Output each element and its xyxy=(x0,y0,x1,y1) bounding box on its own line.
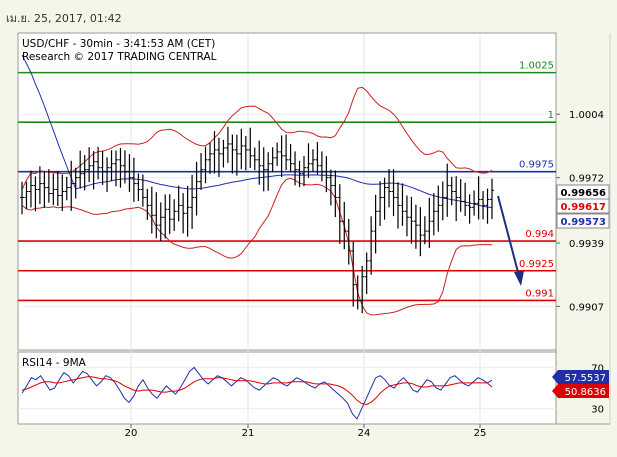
rsi-ma-line xyxy=(21,376,493,406)
header-date: เม.ย. 25, 2017, 01:42 xyxy=(6,12,122,25)
x-tick-label: 25 xyxy=(474,428,487,439)
level-label: 1 xyxy=(548,110,554,121)
chart-subtitle: Research © 2017 TRADING CENTRAL xyxy=(22,51,217,63)
rsi-badge xyxy=(552,384,609,398)
rsi-title: RSI14 - 9MA xyxy=(22,357,87,369)
rsi-line xyxy=(21,366,493,420)
y-tick-label: 1.0004 xyxy=(569,110,604,121)
price-badge-label: 0.99656 xyxy=(560,188,606,199)
level-label: 0.9975 xyxy=(519,160,554,171)
x-tick-label: 24 xyxy=(358,428,371,439)
rsi-tick-label: 30 xyxy=(591,405,604,416)
rsi-badge-label: 57.5537 xyxy=(565,373,606,384)
chart-title: USD/CHF - 30min - 3:41:53 AM (CET) xyxy=(22,38,215,50)
rsi-panel xyxy=(17,351,557,425)
main-panel xyxy=(17,32,557,351)
y-tick-label: 0.9972 xyxy=(569,174,604,185)
y-tick-label: 0.9939 xyxy=(569,239,604,250)
rsi-badge xyxy=(552,370,609,384)
level-label: 0.991 xyxy=(525,288,554,299)
level-label: 0.994 xyxy=(525,229,554,240)
price-badge xyxy=(556,213,610,229)
price-badge xyxy=(556,198,610,214)
level-label: 1.0025 xyxy=(519,61,554,72)
y-tick-label: 0.9907 xyxy=(569,302,604,313)
x-tick-label: 20 xyxy=(125,428,138,439)
price-badge-label: 0.99617 xyxy=(560,202,606,213)
price-badge-label: 0.99573 xyxy=(560,217,606,228)
lower-band xyxy=(21,177,493,316)
moving-average xyxy=(21,54,493,209)
rsi-tick-label: 70 xyxy=(591,363,604,374)
upper-band xyxy=(21,86,493,190)
rsi-badge-label: 50.8636 xyxy=(565,387,606,398)
x-tick-label: 21 xyxy=(242,428,255,439)
forecast-arrow xyxy=(497,195,524,286)
level-label: 0.9925 xyxy=(519,259,554,270)
